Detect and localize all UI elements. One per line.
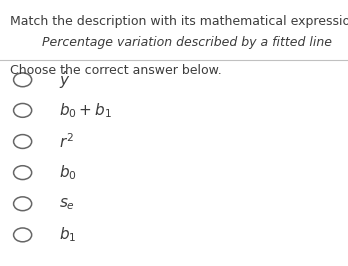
Text: $b_0$: $b_0$ — [59, 163, 77, 182]
Text: $s_e$: $s_e$ — [59, 196, 75, 212]
Text: Match the description with its mathematical expression.: Match the description with its mathemati… — [10, 15, 348, 28]
Text: $r^2$: $r^2$ — [59, 132, 74, 151]
Text: Percentage variation described by a fitted line: Percentage variation described by a fitt… — [42, 36, 332, 49]
Text: $b_1$: $b_1$ — [59, 226, 77, 244]
Text: $\hat{y}$: $\hat{y}$ — [59, 69, 71, 91]
Text: $b_0 + b_1$: $b_0 + b_1$ — [59, 101, 112, 120]
Text: Choose the correct answer below.: Choose the correct answer below. — [10, 64, 222, 77]
